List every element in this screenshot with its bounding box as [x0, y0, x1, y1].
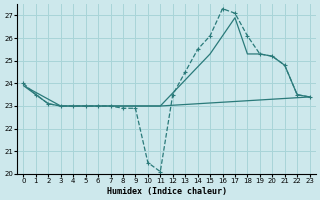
X-axis label: Humidex (Indice chaleur): Humidex (Indice chaleur): [107, 187, 227, 196]
